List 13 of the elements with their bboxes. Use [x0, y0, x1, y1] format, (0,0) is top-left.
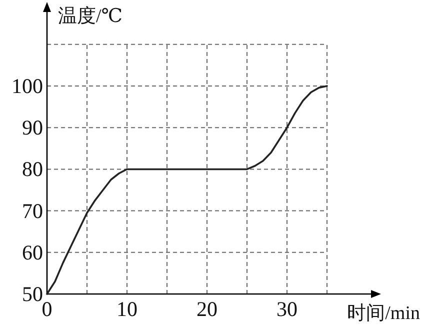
- y-tick-label: 90: [22, 116, 43, 140]
- x-tick-label: 0: [42, 297, 52, 321]
- y-tick-label: 80: [22, 157, 43, 182]
- y-tick-label: 50: [22, 282, 43, 306]
- x-tick-label: 10: [116, 297, 138, 321]
- y-tick-label: 70: [22, 198, 43, 223]
- x-tick-label: 20: [196, 297, 218, 321]
- y-axis-title: 温度/℃: [58, 5, 123, 27]
- y-tick-label: 100: [12, 74, 43, 98]
- x-axis-title: 时间/min: [347, 303, 420, 324]
- y-tick-label: 60: [22, 240, 43, 264]
- x-tick-label: 30: [276, 297, 298, 321]
- line-series: [46, 85, 328, 295]
